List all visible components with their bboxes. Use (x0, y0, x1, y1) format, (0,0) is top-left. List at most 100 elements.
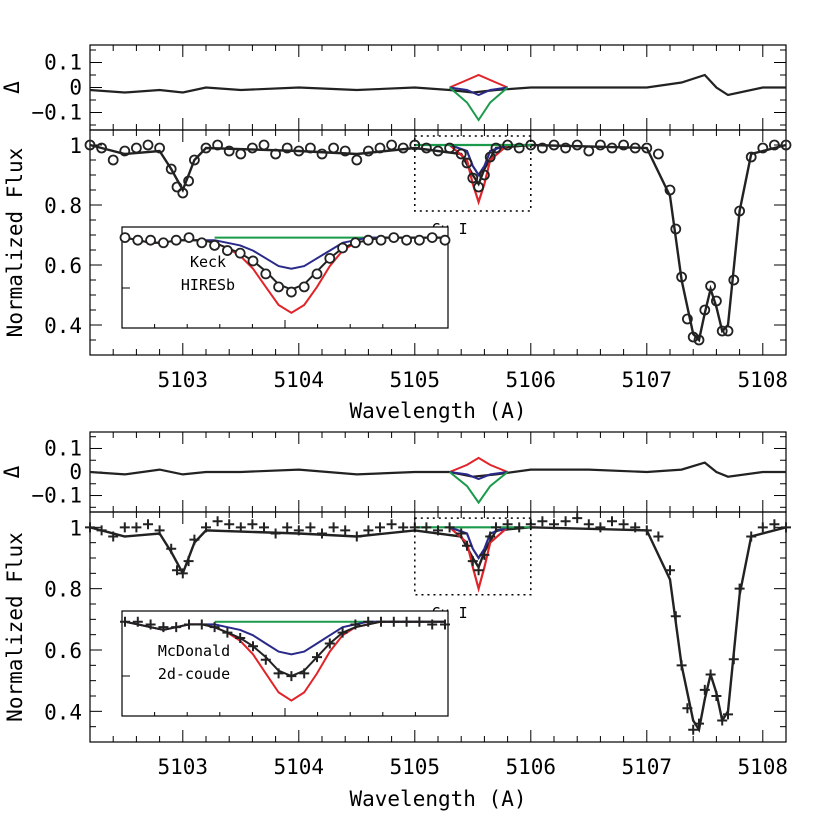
data-point (293, 145, 305, 157)
data-point (746, 531, 757, 542)
data-point (316, 148, 328, 160)
inset-data-point (324, 252, 336, 264)
x-tick-label: 5106 (506, 368, 557, 392)
data-point (688, 724, 699, 735)
inset-frame (121, 610, 449, 717)
data-point (84, 139, 96, 151)
inset-data-point (132, 234, 144, 246)
x-axis-title: Wavelength (A) (349, 399, 526, 423)
data-point (595, 522, 606, 533)
data-point (716, 325, 728, 337)
x-tick-label: 5103 (158, 755, 209, 779)
inset-data-point (298, 281, 310, 293)
inset-data-point (157, 237, 169, 249)
data-point (682, 313, 693, 325)
data-point (583, 519, 594, 530)
inset-label: HIRESb (181, 276, 235, 294)
inset-data-point (158, 622, 169, 633)
data-point (362, 145, 374, 157)
residual-cu-high-line (449, 73, 508, 89)
data-point (304, 142, 316, 154)
data-point (606, 142, 618, 154)
data-point (386, 519, 397, 530)
inset-data-point (119, 232, 131, 243)
data-point (143, 519, 153, 530)
inset-data-point (183, 232, 195, 243)
panel-keck: 5103 5104 5105 5106 5107 5108 0.4 0.6 0.8 1 0.10−0… (0, 44, 792, 423)
inset-data-point (196, 237, 208, 249)
data-point (745, 151, 757, 163)
inset-data-point (337, 627, 348, 638)
data-point (270, 148, 282, 160)
data-point (769, 519, 780, 530)
y-axis-title: Normalized Flux (3, 532, 27, 722)
residual-tick-label: 0.1 (44, 436, 82, 460)
x-tick-label: 5108 (738, 368, 789, 392)
residual-tick-label: 0 (69, 460, 82, 484)
data-point (723, 709, 733, 720)
data-point (670, 611, 681, 622)
panel-mcdonald: 5103 5104 5105 5106 5107 5108 0.4 0.6 0.8 1 0.10−0… (0, 431, 791, 811)
data-point (665, 565, 675, 576)
x-tick-label: 5104 (274, 755, 325, 779)
inset-label: Keck (190, 253, 226, 271)
data-point (200, 142, 212, 154)
data-point (664, 184, 676, 196)
data-point (676, 271, 687, 283)
data-point (549, 519, 559, 530)
inset-data-point (350, 619, 361, 630)
data-point (479, 549, 490, 560)
data-point (351, 531, 362, 542)
data-point (131, 522, 142, 533)
inset-data-point (401, 234, 413, 246)
data-point (293, 525, 304, 536)
inset-data-point (273, 668, 284, 679)
data-point (432, 145, 444, 157)
inset-data-point (247, 255, 259, 267)
inset-data-point (299, 668, 310, 679)
data-point (246, 142, 258, 154)
data-point (96, 142, 107, 154)
data-point (687, 331, 699, 343)
data-point (119, 145, 131, 157)
data-point (188, 154, 200, 166)
data-point (305, 522, 316, 533)
data-point (172, 565, 182, 576)
data-point (711, 295, 722, 307)
y-tick-label: 0.4 (44, 314, 82, 338)
data-point (108, 531, 119, 542)
data-point (462, 540, 472, 551)
x-tick-label: 5108 (738, 755, 789, 779)
x-tick-label: 5105 (390, 755, 441, 779)
inset-data-point (439, 234, 451, 246)
data-point (461, 157, 473, 169)
inset-data-point (184, 619, 194, 630)
data-point (189, 534, 200, 545)
data-point (374, 142, 386, 154)
data-point (339, 145, 351, 157)
data-point (572, 513, 583, 524)
data-point (444, 142, 456, 154)
data-point (96, 525, 107, 536)
data-point (641, 142, 653, 154)
residual-tick-label: 0 (69, 76, 82, 100)
inset-data-point (221, 245, 233, 256)
data-point (456, 528, 467, 539)
residual-line (89, 461, 786, 478)
residual-axis-title: Δ (0, 465, 24, 478)
x-tick-label: 5107 (622, 755, 673, 779)
data-point (212, 139, 224, 151)
inset-data-point (414, 616, 425, 627)
data-point (502, 519, 513, 530)
residual-frame (89, 44, 787, 131)
y-tick-label: 0.4 (44, 700, 82, 724)
data-point (694, 718, 704, 729)
residual-tick-label: 0.1 (44, 51, 82, 75)
data-point (212, 516, 223, 527)
data-point (560, 142, 571, 154)
data-point (177, 187, 189, 199)
data-point (444, 522, 455, 533)
data-point (728, 274, 740, 286)
y-tick-label: 0.8 (44, 194, 82, 218)
